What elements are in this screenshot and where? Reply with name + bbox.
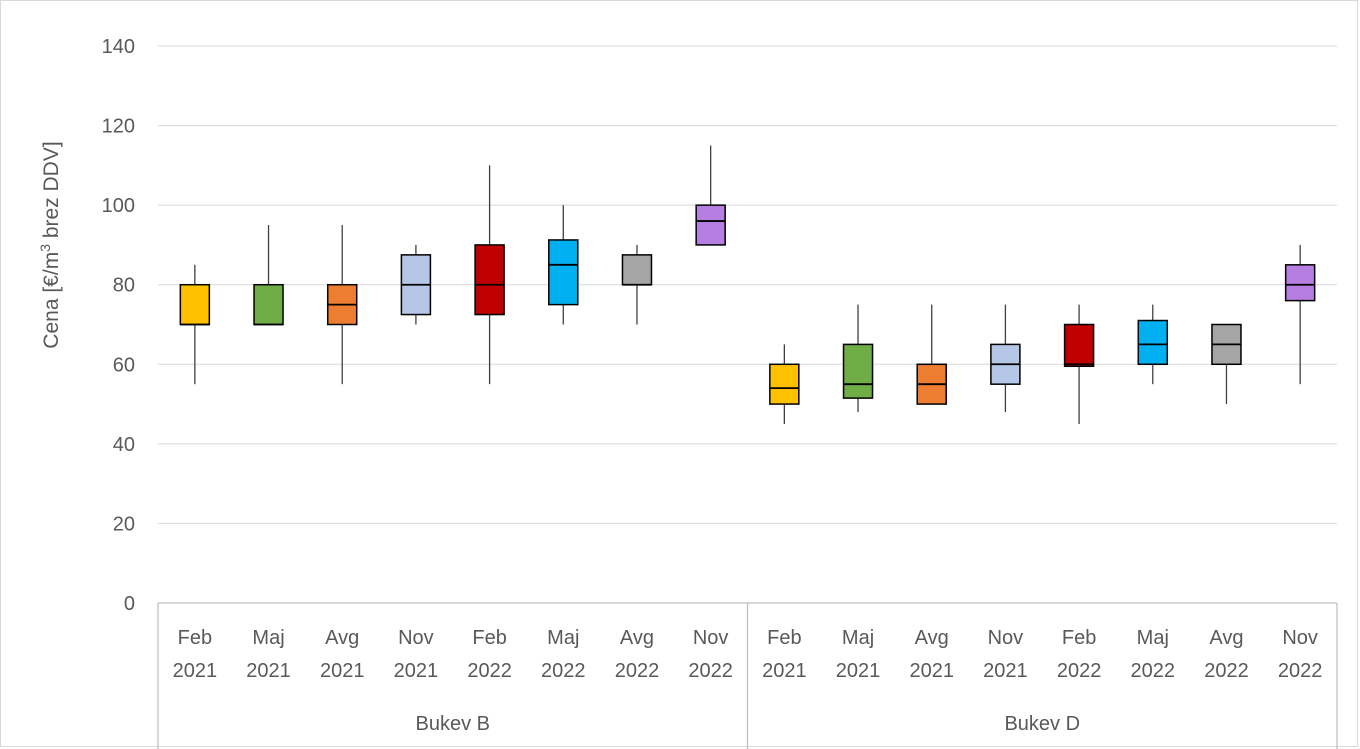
box-item [548, 205, 579, 325]
y-axis-ticks: 0 20 40 60 80 100 120 140 [102, 36, 135, 615]
x-group-label: Bukev D [1004, 713, 1080, 735]
x-tick-period: Avg [1209, 627, 1243, 649]
x-group-label: Bukev B [416, 713, 490, 735]
x-tick-period: Avg [620, 627, 654, 649]
box-item [990, 304, 1021, 413]
x-tick-year: 2021 [173, 660, 218, 682]
x-tick-year: 2022 [1204, 660, 1249, 682]
box [621, 254, 653, 286]
box-item [1137, 304, 1169, 385]
x-tick-year: 2022 [1278, 660, 1323, 682]
box-item [1284, 244, 1316, 385]
box [1063, 323, 1095, 368]
y-tick-label: 120 [102, 116, 135, 138]
box [769, 363, 800, 405]
y-tick-label: 140 [102, 36, 135, 58]
x-tick-year: 2021 [394, 660, 439, 682]
box-item [1211, 323, 1242, 405]
boxes [179, 145, 1316, 424]
x-tick-year: 2022 [615, 660, 660, 682]
y-tick-label: 0 [124, 593, 135, 615]
box [548, 239, 579, 306]
x-tick-period: Maj [842, 627, 874, 649]
x-tick-year: 2021 [762, 660, 807, 682]
x-tick-period: Nov [398, 627, 434, 649]
box-item [400, 244, 432, 325]
x-tick-year: 2022 [467, 660, 512, 682]
x-tick-period: Maj [1137, 627, 1169, 649]
box-item [326, 225, 358, 385]
x-tick-year: 2021 [909, 660, 954, 682]
y-tick-label: 60 [113, 354, 135, 376]
box [1137, 319, 1169, 366]
box [253, 283, 284, 326]
x-tick-period: Avg [325, 627, 359, 649]
x-tick-year: 2021 [836, 660, 881, 682]
x-tick-period: Avg [915, 627, 949, 649]
x-axis: Feb 2021 Maj 2021 Avg 2021 Nov 2021 Feb 2022 Maj 20… [157, 602, 1338, 749]
x-tick-period: Nov [1282, 627, 1318, 649]
box-item [842, 304, 874, 413]
x-tick-year: 2022 [541, 660, 586, 682]
y-tick-label: 100 [102, 195, 135, 217]
box [842, 343, 874, 399]
box-item [474, 165, 505, 385]
x-tick-period: Feb [1062, 627, 1096, 649]
box [179, 283, 211, 326]
box-item [695, 145, 726, 246]
x-tick-period: Maj [252, 627, 284, 649]
x-tick-period: Feb [767, 627, 801, 649]
x-tick-year: 2022 [1131, 660, 1176, 682]
box-item [916, 304, 947, 405]
x-tick-period: Nov [988, 627, 1024, 649]
y-tick-label: 80 [113, 275, 135, 297]
box [1284, 264, 1316, 302]
box-item [179, 264, 211, 385]
box [695, 204, 726, 246]
x-tick-year: 2021 [320, 660, 365, 682]
y-tick-label: 20 [113, 513, 135, 535]
box [474, 244, 505, 316]
box-item [621, 244, 653, 325]
x-tick-period: Feb [472, 627, 506, 649]
x-tick-period: Maj [547, 627, 579, 649]
y-tick-label: 40 [113, 434, 135, 456]
x-tick-year: 2022 [688, 660, 733, 682]
x-tick-period: Nov [693, 627, 729, 649]
x-tick-year: 2022 [1057, 660, 1102, 682]
box-item [253, 225, 284, 326]
x-tick-period: Feb [178, 627, 212, 649]
x-tick-year: 2021 [246, 660, 291, 682]
box-item [769, 344, 800, 424]
box-item [1063, 304, 1095, 424]
y-axis-label: Cena [€/m3 brez DDV] [37, 141, 63, 348]
x-tick-year: 2021 [983, 660, 1028, 682]
